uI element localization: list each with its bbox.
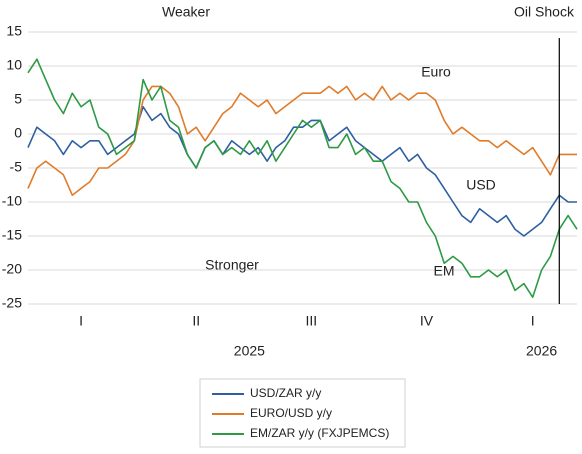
y-tick-label: -25 xyxy=(2,295,22,311)
legend-label: EM/ZAR y/y (FXJPEMCS) xyxy=(250,426,389,440)
annotation-usd: USD xyxy=(466,177,496,193)
y-tick-label: 0 xyxy=(14,125,22,141)
annotation-weaker: Weaker xyxy=(162,4,210,20)
grid xyxy=(28,31,577,305)
x-tick-label: I xyxy=(79,313,83,329)
lines xyxy=(27,58,578,298)
y-tick-label: 5 xyxy=(14,91,22,107)
event-label: Oil Shock xyxy=(514,4,575,20)
annotation-stronger: Stronger xyxy=(205,257,259,273)
x-tick-label: III xyxy=(306,313,318,329)
series-line xyxy=(27,58,578,298)
y-tick-label: -15 xyxy=(2,227,22,243)
series-line xyxy=(27,106,577,237)
legend-label: USD/ZAR y/y xyxy=(250,386,321,400)
y-tick-label: -10 xyxy=(2,193,22,209)
y-tick-label: 15 xyxy=(6,23,22,39)
legend-label: EURO/USD y/y xyxy=(250,406,332,420)
x-tick-label: I xyxy=(531,313,535,329)
series-line xyxy=(27,85,577,196)
y-tick-label: -5 xyxy=(10,159,23,175)
year-label: 2025 xyxy=(234,343,265,359)
y-tick-label: -20 xyxy=(2,261,22,277)
y-tick-label: 10 xyxy=(6,57,22,73)
x-tick-label: II xyxy=(192,313,200,329)
year-label: 2026 xyxy=(526,343,557,359)
annotation-euro: Euro xyxy=(421,64,451,80)
annotation-em: EM xyxy=(434,263,455,279)
x-tick-label: IV xyxy=(420,313,434,329)
